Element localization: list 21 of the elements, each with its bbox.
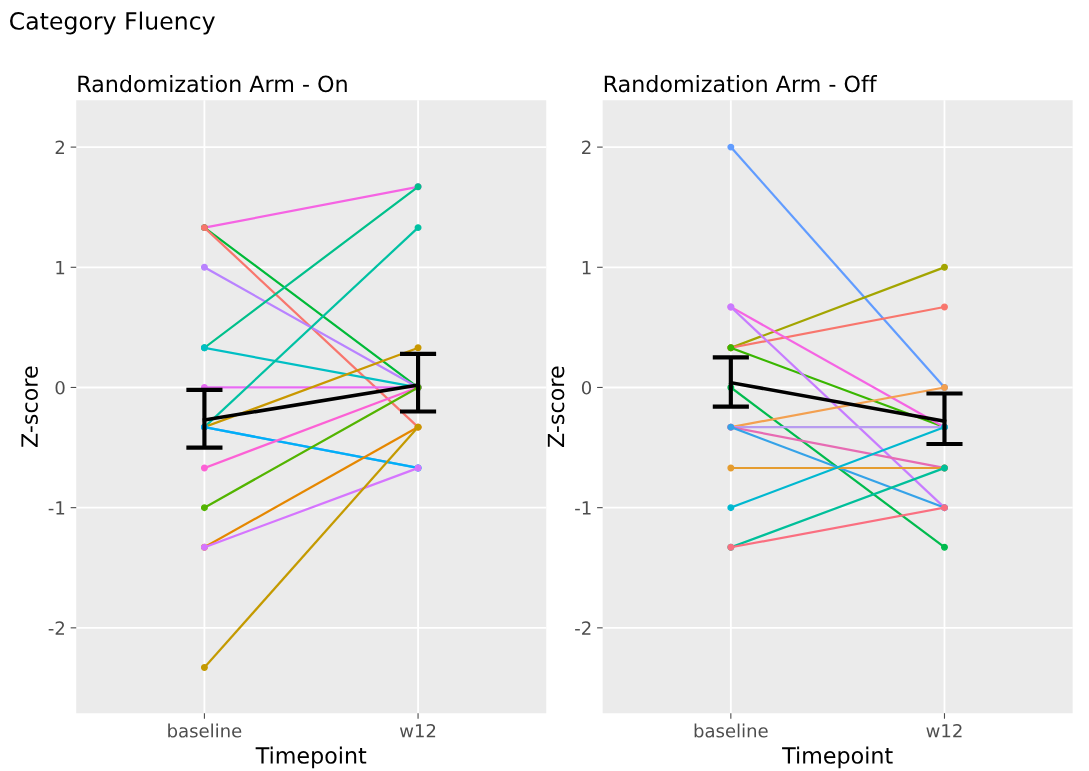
y-axis-title: Z-score xyxy=(547,366,565,447)
y-tick-label: -1 xyxy=(575,501,591,515)
y-tick-label: 1 xyxy=(582,260,591,275)
y-axis-title: Z-score xyxy=(21,366,38,447)
y-tick-label: -1 xyxy=(48,501,65,515)
x-axis-title: Timepoint xyxy=(782,746,893,769)
y-tick-label: 2 xyxy=(582,140,591,154)
chart-title: Randomization Arm - Off xyxy=(604,75,878,93)
chart-title: Randomization Arm - On xyxy=(78,75,347,93)
text: Category Fluency xyxy=(10,11,215,35)
y-tick-label: 0 xyxy=(581,380,592,395)
y-tick-label: 1 xyxy=(56,260,65,275)
y-tick-label: -2 xyxy=(48,621,65,635)
y-tick-label: 0 xyxy=(55,380,65,395)
x-tick-label: w12 xyxy=(399,723,436,738)
y-tick-label: -2 xyxy=(575,621,591,635)
x-tick-label: baseline xyxy=(168,723,242,738)
x-axis-title: Timepoint xyxy=(255,746,367,769)
y-tick-label: 2 xyxy=(55,140,64,154)
x-tick-label: baseline xyxy=(694,723,768,738)
x-tick-label: w12 xyxy=(926,723,962,738)
